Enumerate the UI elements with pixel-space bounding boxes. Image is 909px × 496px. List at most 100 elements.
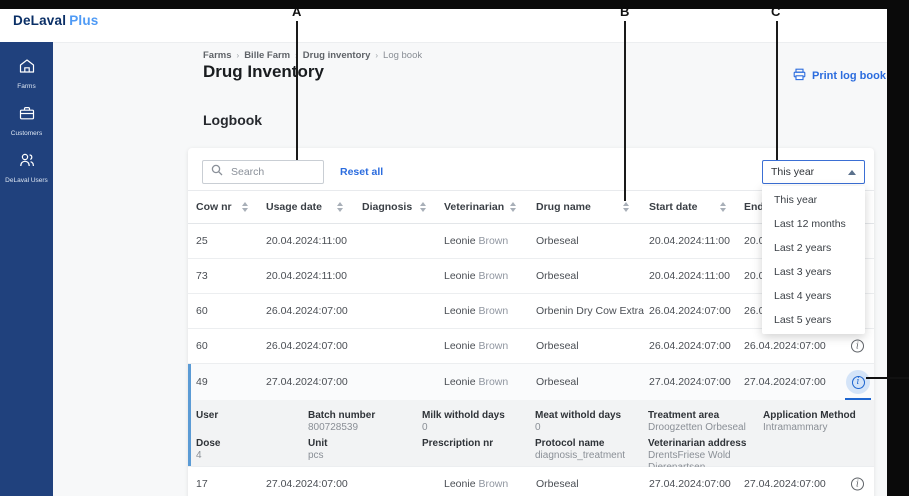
column-header-drug-name[interactable]: Drug name — [536, 200, 591, 213]
annotation-right-strip — [887, 0, 909, 496]
cell-drug-name: Orbeseal — [536, 478, 579, 490]
chevron-right-icon: › — [375, 51, 379, 60]
cell-usage-date: 26.04.2024:07:00 — [266, 340, 348, 352]
cell-veterinarian: Leonie Brown — [444, 305, 509, 317]
menu-item-last-3-years[interactable]: Last 3 years — [774, 266, 832, 278]
callout-label-a: A — [292, 4, 302, 19]
menu-item-last-4-years[interactable]: Last 4 years — [774, 290, 832, 302]
table-row[interactable]: 60 26.04.2024:07:00 Leonie Brown Orbesea… — [188, 329, 874, 364]
period-filter-menu: This year Last 12 months Last 2 years La… — [762, 186, 865, 334]
detail-col-application-method: Application Method Intramammary — [763, 409, 871, 437]
cell-usage-date: 20.04.2024:11:00 — [266, 270, 347, 282]
callout-label-b: B — [620, 4, 630, 19]
cell-usage-date: 20.04.2024:11:00 — [266, 235, 347, 247]
column-header-veterinarian[interactable]: Veterinarian — [444, 200, 505, 213]
users-icon — [18, 151, 36, 174]
info-icon[interactable]: i — [851, 477, 864, 491]
cell-start-date: 27.04.2024:07:00 — [649, 376, 731, 388]
cell-start-date: 27.04.2024:07:00 — [649, 478, 731, 490]
callout-line-a — [296, 21, 298, 160]
sidebar-item-label: Customers — [10, 130, 43, 137]
search-input[interactable] — [229, 165, 315, 179]
menu-item-last-5-years[interactable]: Last 5 years — [774, 314, 832, 326]
search-icon — [211, 163, 223, 181]
table-row[interactable]: 73 20.04.2024:11:00 Leonie Brown Orbesea… — [188, 259, 874, 294]
info-icon[interactable]: i — [851, 339, 864, 353]
detail-value — [422, 450, 530, 462]
detail-value: Droogzetten Orbeseal — [648, 422, 746, 433]
info-icon-active[interactable]: i — [846, 370, 870, 394]
cell-cow-nr: 17 — [196, 478, 208, 490]
search-box[interactable] — [202, 160, 324, 184]
sort-icon[interactable] — [510, 201, 516, 212]
cell-usage-date: 27.04.2024:07:00 — [266, 376, 348, 388]
sort-icon[interactable] — [623, 201, 629, 212]
cell-veterinarian: Leonie Brown — [444, 340, 509, 352]
detail-col-user-dose: User Dose 4 — [196, 409, 304, 465]
cell-drug-name: Orbeseal — [536, 376, 579, 388]
breadcrumb-log-book: Log book — [383, 50, 423, 61]
callout-pointer-info-icon — [866, 377, 909, 379]
reset-all-link[interactable]: Reset all — [340, 166, 384, 178]
column-header-start-date[interactable]: Start date — [649, 200, 698, 213]
detail-value: 800728539 — [308, 422, 359, 433]
chevron-right-icon: › — [236, 51, 240, 60]
cell-veterinarian: Leonie Brown — [444, 478, 509, 490]
sort-icon[interactable] — [420, 201, 426, 212]
breadcrumb-farms[interactable]: Farms — [203, 50, 232, 61]
logbook-section-title: Logbook — [203, 112, 263, 128]
cell-cow-nr: 49 — [196, 376, 208, 388]
sort-icon[interactable] — [720, 201, 726, 212]
sidebar-item-customers[interactable]: Customers — [0, 97, 53, 144]
menu-item-last-2-years[interactable]: Last 2 years — [774, 242, 832, 254]
sort-icon[interactable] — [337, 201, 343, 212]
toolbar-divider — [188, 190, 874, 191]
detail-value: 4 — [196, 450, 202, 461]
period-filter-select[interactable]: This year — [762, 160, 865, 184]
expanded-row-group: 49 27.04.2024:07:00 Leonie Brown Orbesea… — [188, 364, 874, 473]
detail-value — [196, 422, 304, 434]
cell-drug-name: Orbeseal — [536, 235, 579, 247]
customers-icon — [18, 104, 36, 127]
column-header-diagnosis[interactable]: Diagnosis — [362, 200, 413, 213]
breadcrumb-bille-farm[interactable]: Bille Farm — [244, 50, 291, 61]
cell-drug-name: Orbeseal — [536, 270, 579, 282]
menu-item-last-12-months[interactable]: Last 12 months — [774, 218, 846, 230]
cell-end-date: 26.04.2024:07:00 — [744, 340, 826, 352]
page-title: Drug Inventory — [203, 62, 324, 81]
column-header-cow-nr[interactable]: Cow nr — [196, 200, 232, 213]
table-row[interactable]: 60 26.04.2024:07:00 Leonie Brown Orbenin… — [188, 294, 874, 329]
breadcrumb-drug-inventory[interactable]: Drug inventory — [302, 50, 371, 61]
farm-icon — [18, 57, 36, 80]
table-row[interactable]: 17 27.04.2024:07:00 Leonie Brown Orbesea… — [188, 467, 874, 496]
cell-usage-date: 26.04.2024:07:00 — [266, 305, 348, 317]
table-row-selected[interactable]: 49 27.04.2024:07:00 Leonie Brown Orbesea… — [188, 364, 874, 400]
callout-line-b — [624, 21, 626, 201]
detail-label: Veterinarian address — [648, 438, 747, 449]
table-body: 25 20.04.2024:11:00 Leonie Brown Orbesea… — [188, 224, 874, 496]
cell-end-date: 27.04.2024:07:00 — [744, 478, 826, 490]
menu-item-this-year[interactable]: This year — [774, 194, 818, 206]
cell-drug-name: Orbenin Dry Cow Extra — [536, 305, 644, 317]
column-header-usage-date[interactable]: Usage date — [266, 200, 323, 213]
row-detail-panel: User Dose 4 Batch number 800728539 Unit … — [188, 400, 874, 473]
detail-col-meat-protocol: Meat withold days 0 Protocol name diagno… — [535, 409, 643, 465]
callout-label-c: C — [771, 4, 781, 19]
detail-value: pcs — [308, 450, 324, 461]
cell-drug-name: Orbeseal — [536, 340, 579, 352]
sidebar-item-label: Farms — [17, 83, 36, 90]
cell-end-date: 27.04.2024:07:00 — [744, 376, 826, 388]
sidebar-item-farms[interactable]: Farms — [0, 50, 53, 97]
detail-label: Meat withold days — [535, 410, 622, 421]
detail-label: User — [196, 410, 219, 421]
detail-label: Unit — [308, 438, 328, 449]
sidebar-item-delaval-users[interactable]: DeLaval Users — [0, 144, 53, 191]
detail-col-batch-unit: Batch number 800728539 Unit pcs — [308, 409, 416, 465]
sort-icon[interactable] — [242, 201, 248, 212]
detail-label: Batch number — [308, 410, 376, 421]
print-log-book-label: Print log book — [812, 70, 886, 82]
print-log-book-button[interactable]: Print log book — [793, 68, 886, 84]
cell-start-date: 26.04.2024:07:00 — [649, 340, 731, 352]
logo-primary: DeLaval — [13, 13, 67, 28]
